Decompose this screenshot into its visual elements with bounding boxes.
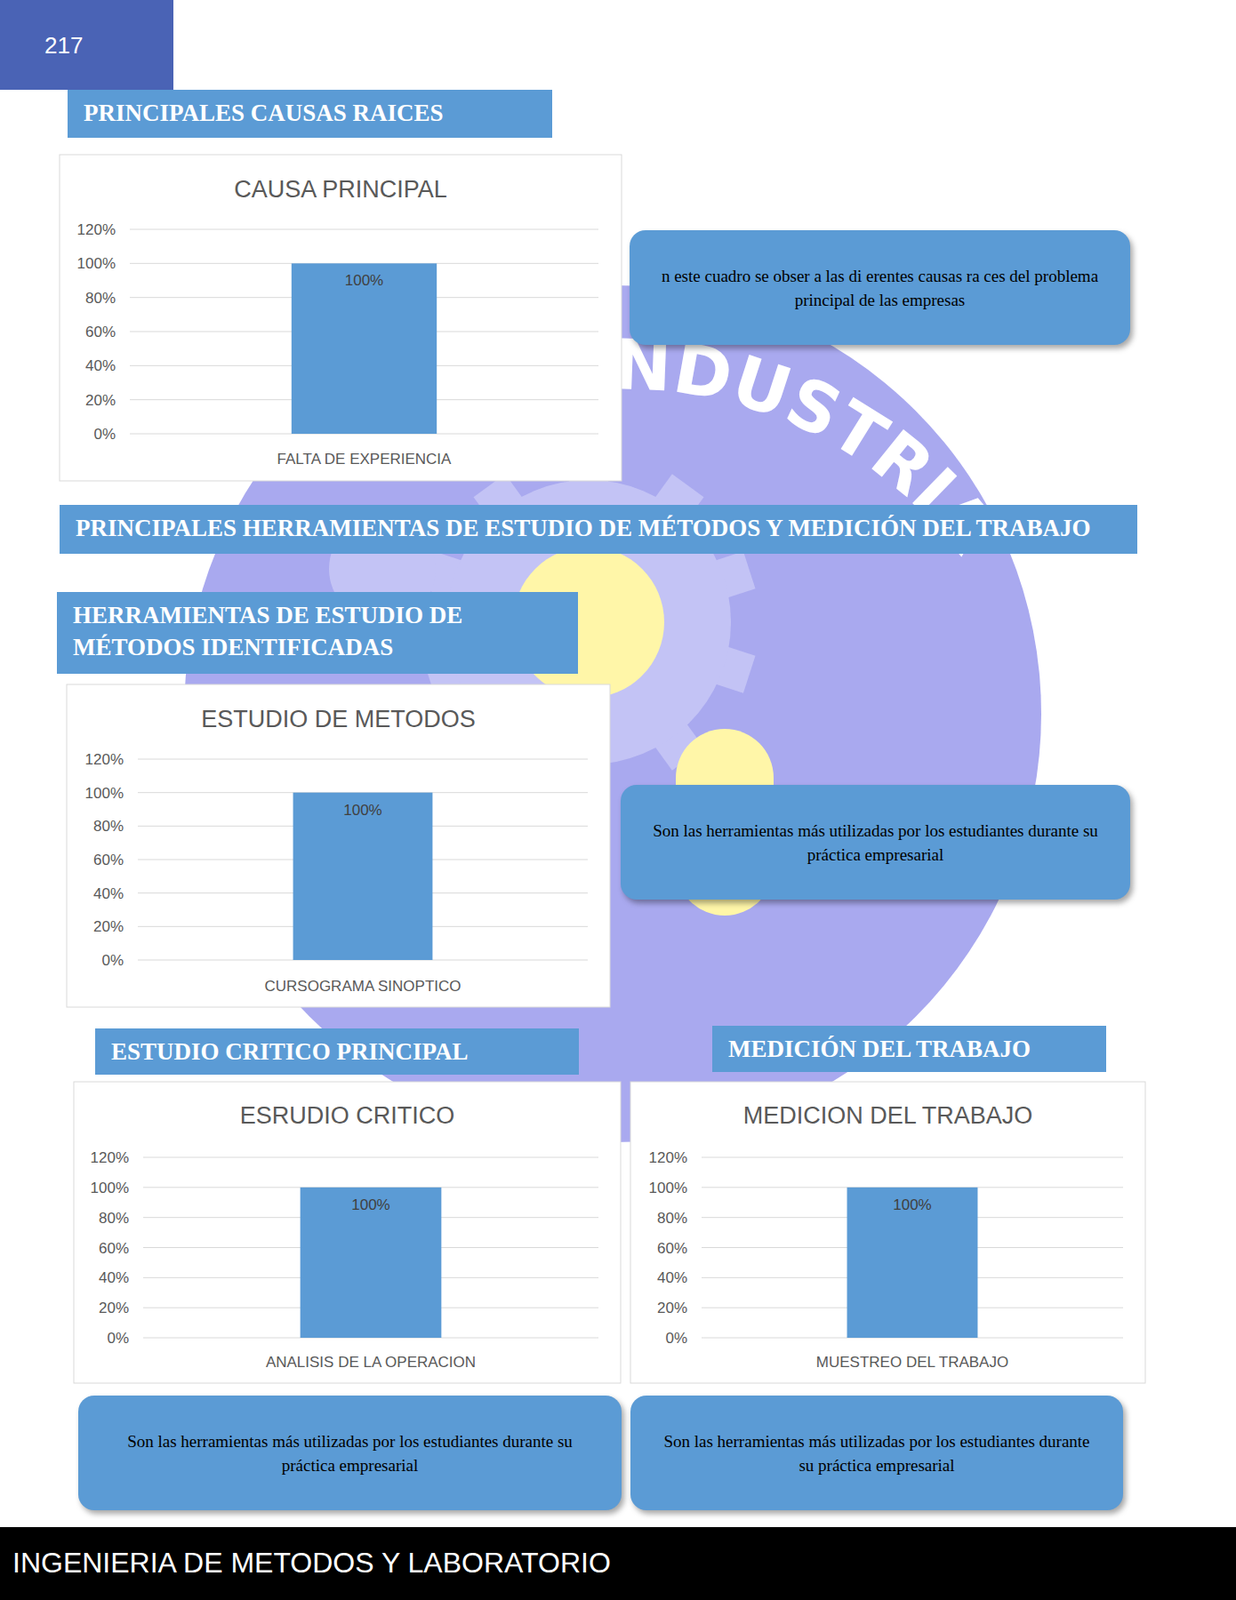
chart-title: CAUSA PRINCIPAL — [233, 176, 448, 203]
section-heading: PRINCIPALES HERRAMIENTAS DE ESTUDIO DE M… — [59, 505, 1138, 554]
callout-note: Son las herramientas más utilizadas por … — [630, 1396, 1124, 1511]
y-tick-label: 120% — [85, 751, 124, 769]
section-heading: ESTUDIO CRITICO PRINCIPAL — [95, 1028, 579, 1076]
y-tick-label: 40% — [93, 885, 124, 903]
y-tick-label: 100% — [649, 1179, 688, 1197]
chart-frame — [73, 1082, 621, 1384]
page-number: 217 — [0, 0, 174, 90]
y-tick-label: 40% — [85, 357, 116, 375]
y-tick-label: 0% — [93, 425, 116, 443]
chart: ESRUDIO CRITICO 0% 20% 40% 60% 80% 100% 120% 100… — [73, 1082, 621, 1384]
bar — [291, 263, 437, 434]
x-tick-label: MUESTREO DEL TRABAJO — [816, 1354, 1009, 1372]
y-tick-label: 20% — [85, 392, 116, 410]
grid-line — [129, 229, 599, 231]
y-tick-label: 120% — [90, 1149, 129, 1167]
y-tick-label: 20% — [98, 1300, 129, 1317]
grid-line — [137, 759, 588, 761]
chart: CAUSA PRINCIPAL 0% 20% 40% 60% 80% 100% 120% 100… — [59, 154, 622, 482]
bars — [293, 793, 434, 961]
section-heading: PRINCIPALES CAUSAS RAICES — [67, 89, 553, 138]
grid-line — [143, 1157, 599, 1159]
data-label: 100% — [351, 1196, 390, 1214]
data-label: 100% — [345, 272, 384, 289]
y-tick-label: 0% — [665, 1330, 688, 1348]
bar — [847, 1187, 979, 1339]
y-tick-label: 120% — [649, 1149, 688, 1167]
callout-note: n este cuadro se obser a las di erentes … — [629, 230, 1131, 346]
chart: MEDICION DEL TRABAJO 0% 20% 40% 60% 80% 100% 12… — [630, 1082, 1146, 1384]
y-tick-label: 100% — [85, 785, 124, 803]
y-tick-label: 80% — [98, 1210, 129, 1228]
data-label: 100% — [343, 802, 382, 819]
y-tick-label: 0% — [106, 1330, 129, 1348]
y-tick-label: 80% — [93, 818, 124, 835]
y-tick-label: 0% — [101, 952, 124, 970]
y-tick-label: 20% — [93, 918, 124, 936]
x-tick-label: FALTA DE EXPERIENCIA — [277, 450, 453, 468]
grid-line — [701, 1157, 1124, 1159]
y-tick-label: 80% — [85, 289, 116, 307]
chart-frame — [66, 684, 610, 1008]
y-tick-label: 120% — [77, 221, 116, 239]
y-tick-label: 60% — [93, 851, 124, 869]
y-tick-label: 40% — [657, 1269, 688, 1287]
y-tick-label: 60% — [98, 1240, 129, 1258]
x-tick-label: ANALISIS DE LA OPERACION — [265, 1354, 476, 1372]
section-heading: HERRAMIENTAS DE ESTUDIO DE MÉTODOS IDENT… — [56, 592, 578, 675]
callout-note: Son las herramientas más utilizadas por … — [620, 785, 1131, 900]
bar — [293, 793, 434, 961]
bars — [300, 1187, 442, 1339]
y-tick-label: 80% — [657, 1210, 688, 1228]
chart-frame — [630, 1082, 1146, 1384]
bars — [847, 1187, 979, 1339]
callout-note: Son las herramientas más utilizadas por … — [78, 1396, 622, 1511]
bar — [300, 1187, 442, 1339]
section-heading: MEDICIÓN DEL TRABAJO — [712, 1026, 1107, 1073]
y-tick-label: 60% — [657, 1240, 688, 1258]
y-tick-label: 100% — [90, 1179, 129, 1197]
x-tick-label: CURSOGRAMA SINOPTICO — [264, 978, 461, 996]
chart: ESTUDIO DE METODOS 0% 20% 40% 60% 80% 100% 120%… — [66, 684, 610, 1008]
chart-frame — [59, 154, 622, 482]
chart-title: ESTUDIO DE METODOS — [200, 706, 476, 733]
y-tick-label: 20% — [657, 1300, 688, 1317]
y-tick-label: 40% — [98, 1269, 129, 1287]
footer: INGENIERIA DE METODOS Y LABORATORIO — [0, 1527, 1236, 1600]
bars — [291, 263, 437, 434]
y-tick-label: 60% — [85, 323, 116, 341]
chart-title: MEDICION DEL TRABAJO — [743, 1102, 1034, 1130]
y-tick-label: 100% — [77, 255, 116, 273]
data-label: 100% — [892, 1196, 932, 1214]
chart-title: ESRUDIO CRITICO — [240, 1102, 456, 1130]
